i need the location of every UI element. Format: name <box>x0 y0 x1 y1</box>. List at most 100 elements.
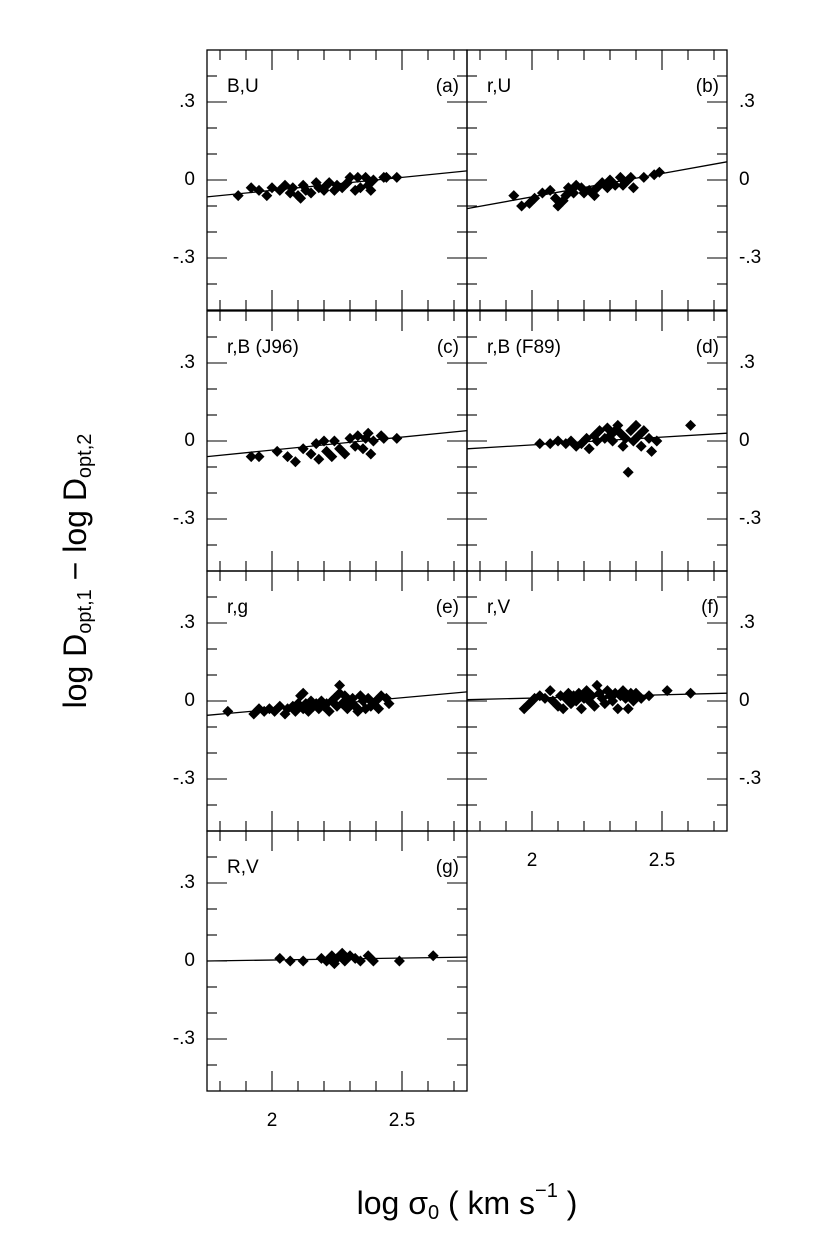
data-point <box>427 950 439 962</box>
data-point <box>253 184 265 196</box>
data-point <box>685 419 697 431</box>
data-point <box>282 451 294 463</box>
x-axis-title: log σ0 ( km s−1 ) <box>357 1180 578 1224</box>
data-point <box>365 448 377 460</box>
data-point <box>391 432 403 444</box>
panel-tag: (a) <box>436 76 459 97</box>
panel-tag: (d) <box>696 337 719 358</box>
panel-tag: (e) <box>436 597 459 618</box>
data-point <box>557 703 569 715</box>
data-point <box>635 440 647 452</box>
y-tick-label: .3 <box>739 91 755 112</box>
data-point <box>575 703 587 715</box>
data-point <box>583 443 595 455</box>
data-point <box>295 192 307 204</box>
data-point <box>357 443 369 455</box>
y-tick-label: -.3 <box>173 768 195 789</box>
data-point <box>297 443 309 455</box>
fit-line <box>466 692 728 701</box>
panel-label: r,U <box>487 76 511 97</box>
data-point <box>323 705 335 717</box>
x-tick-label: 2.5 <box>649 850 675 871</box>
y-tick-label: 0 <box>184 690 195 711</box>
x-tick-label: 2.5 <box>389 1110 415 1131</box>
data-point <box>305 187 317 199</box>
y-axis-title: log Dopt,1 − log Dopt,2 <box>57 434 96 709</box>
panel-label: r,B (F89) <box>487 337 561 358</box>
data-point <box>245 451 257 463</box>
data-point <box>274 952 286 964</box>
data-point <box>622 466 634 478</box>
data-point <box>638 425 650 437</box>
data-point <box>622 703 634 715</box>
data-point <box>646 445 658 457</box>
data-point <box>261 190 273 202</box>
data-point <box>373 703 385 715</box>
data-point <box>352 171 364 183</box>
panel-label: r,V <box>487 597 511 618</box>
data-point <box>544 685 556 697</box>
data-point <box>284 955 296 967</box>
data-point <box>352 703 364 715</box>
y-tick-label: .3 <box>179 352 195 373</box>
panel-tag: (b) <box>696 76 719 97</box>
y-tick-label: 0 <box>739 690 750 711</box>
panel-tag: (g) <box>436 857 459 878</box>
x-title-part: ( km s <box>439 1185 535 1221</box>
y-tick-label: -.3 <box>173 508 195 529</box>
fit-line <box>206 691 468 716</box>
y-tick-label: 0 <box>184 169 195 190</box>
data-point <box>627 182 639 194</box>
y-title-part: opt,1 <box>74 589 96 633</box>
data-point <box>289 456 301 468</box>
fit-line <box>206 956 468 962</box>
y-tick-label: .3 <box>739 352 755 373</box>
x-title-part: −1 <box>535 1180 558 1202</box>
data-point <box>367 435 379 447</box>
data-point <box>588 700 600 712</box>
x-title-part: 0 <box>428 1202 439 1224</box>
y-title-part: − log D <box>57 478 93 589</box>
panel-label: B,U <box>227 76 259 97</box>
panel-label: R,V <box>227 857 259 878</box>
y-tick-label: 0 <box>739 169 750 190</box>
y-title-part: log D <box>57 634 93 709</box>
data-point <box>297 687 309 699</box>
panel-tag: (c) <box>437 337 459 358</box>
data-point <box>313 453 325 465</box>
y-title-part: opt,2 <box>74 434 96 478</box>
data-point <box>245 182 257 194</box>
y-tick-label: -.3 <box>739 508 761 529</box>
y-tick-label: 0 <box>739 430 750 451</box>
data-point <box>334 679 346 691</box>
data-point <box>685 687 697 699</box>
y-tick-label: .3 <box>179 91 195 112</box>
x-tick-label: 2 <box>267 1110 278 1131</box>
data-point <box>508 190 520 202</box>
fit-line <box>206 170 468 198</box>
data-point <box>612 703 624 715</box>
data-point <box>651 435 663 447</box>
y-tick-label: .3 <box>739 612 755 633</box>
y-tick-label: -.3 <box>173 1028 195 1049</box>
panel-tag: (f) <box>701 597 719 618</box>
data-point <box>334 687 346 699</box>
y-tick-label: -.3 <box>739 768 761 789</box>
y-tick-label: .3 <box>179 612 195 633</box>
data-point <box>344 171 356 183</box>
fit-line <box>466 432 728 450</box>
data-point <box>271 445 283 457</box>
y-tick-label: .3 <box>179 872 195 893</box>
data-point <box>380 171 392 183</box>
y-tick-label: -.3 <box>173 247 195 268</box>
data-point <box>326 451 338 463</box>
fit-line <box>206 429 468 458</box>
data-point <box>661 685 673 697</box>
data-point <box>232 190 244 202</box>
x-tick-label: 2 <box>527 850 538 871</box>
y-tick-label: 0 <box>184 950 195 971</box>
fit-line <box>466 161 728 210</box>
x-title-part: ) <box>558 1185 578 1221</box>
